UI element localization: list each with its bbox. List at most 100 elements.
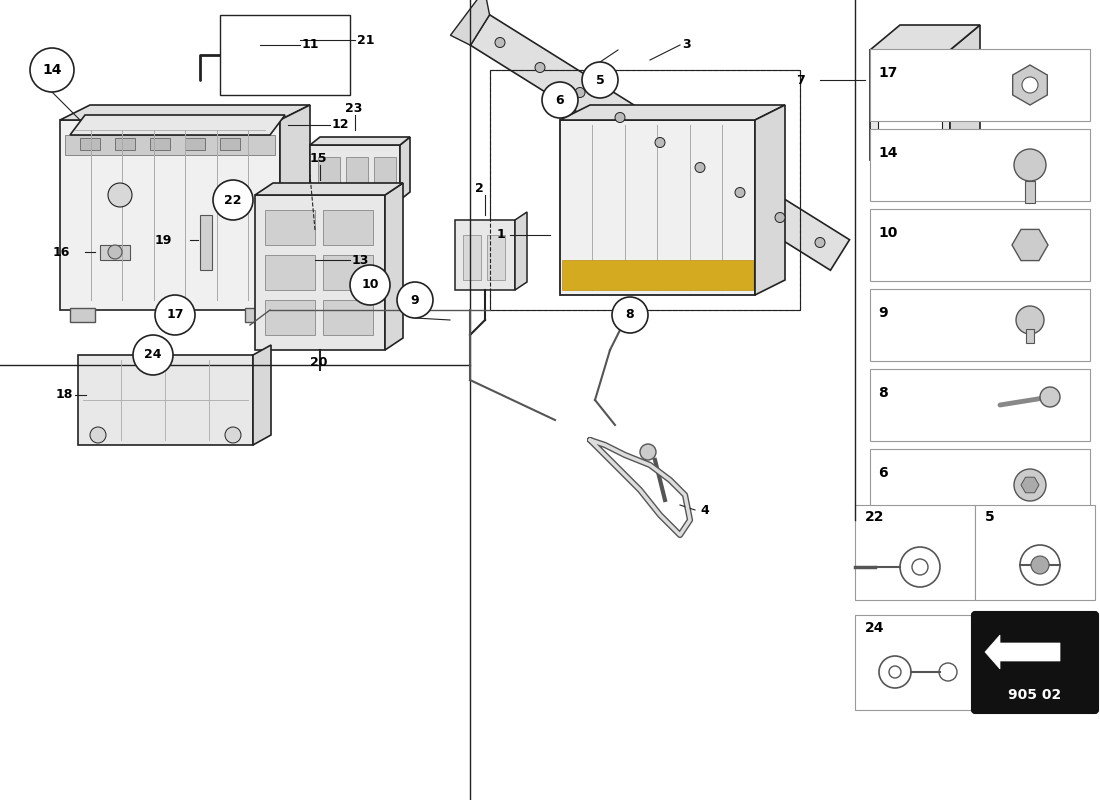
Text: 20: 20 <box>310 355 328 369</box>
Text: 905 02: 905 02 <box>1009 688 1062 702</box>
Text: 9: 9 <box>410 294 419 306</box>
Text: 8: 8 <box>878 386 888 400</box>
Circle shape <box>735 187 745 198</box>
Bar <box>265 255 315 290</box>
Polygon shape <box>310 137 410 145</box>
Bar <box>870 209 1090 281</box>
Bar <box>220 138 240 150</box>
Circle shape <box>815 238 825 247</box>
Bar <box>562 260 754 290</box>
Bar <box>323 210 373 245</box>
Text: 12: 12 <box>332 118 350 131</box>
Circle shape <box>90 427 106 443</box>
Bar <box>1025 181 1035 203</box>
Polygon shape <box>878 65 942 152</box>
Polygon shape <box>471 14 849 270</box>
Polygon shape <box>1013 65 1047 105</box>
Text: 10: 10 <box>361 278 378 291</box>
Text: 5: 5 <box>984 510 994 524</box>
Bar <box>463 235 481 280</box>
Text: 8: 8 <box>626 309 635 322</box>
Polygon shape <box>515 212 527 290</box>
Polygon shape <box>60 120 280 310</box>
Text: 23: 23 <box>345 102 362 114</box>
Text: PARTS: PARTS <box>737 146 983 214</box>
Text: 10: 10 <box>878 226 898 240</box>
Polygon shape <box>400 137 410 200</box>
Bar <box>975 505 1094 600</box>
Bar <box>487 235 505 280</box>
Circle shape <box>1014 469 1046 501</box>
Bar <box>265 300 315 335</box>
Circle shape <box>1014 149 1046 181</box>
Bar <box>323 255 373 290</box>
Circle shape <box>133 335 173 375</box>
Text: 17: 17 <box>878 66 898 80</box>
Circle shape <box>213 180 253 220</box>
Text: a passion for parts since 1985: a passion for parts since 1985 <box>338 329 722 551</box>
Bar <box>323 300 373 335</box>
Bar <box>374 157 396 192</box>
Text: 16: 16 <box>53 246 70 258</box>
Bar <box>200 215 212 270</box>
Bar <box>870 289 1090 361</box>
Polygon shape <box>870 50 950 160</box>
Text: 22: 22 <box>224 194 242 206</box>
Text: 21: 21 <box>358 34 374 46</box>
Text: 4: 4 <box>700 503 708 517</box>
Circle shape <box>108 245 122 259</box>
Bar <box>870 49 1090 121</box>
Bar <box>1026 329 1034 343</box>
Circle shape <box>615 113 625 122</box>
Polygon shape <box>253 345 271 445</box>
Text: 1: 1 <box>496 229 505 242</box>
Polygon shape <box>984 635 1060 669</box>
Polygon shape <box>1021 478 1040 493</box>
Bar <box>855 505 975 600</box>
Text: 15: 15 <box>310 151 328 165</box>
Circle shape <box>30 48 74 92</box>
Polygon shape <box>385 183 403 350</box>
Polygon shape <box>455 220 515 290</box>
Circle shape <box>1031 556 1049 574</box>
Circle shape <box>397 282 433 318</box>
Text: GS: GS <box>734 70 926 190</box>
Bar <box>70 308 95 322</box>
Text: 5: 5 <box>595 74 604 86</box>
Polygon shape <box>560 120 755 295</box>
Text: 13: 13 <box>352 254 370 266</box>
Circle shape <box>1040 387 1060 407</box>
Bar <box>346 157 368 192</box>
Circle shape <box>695 162 705 173</box>
Bar <box>870 449 1090 521</box>
Text: 24: 24 <box>865 621 884 635</box>
Circle shape <box>575 87 585 98</box>
Circle shape <box>582 62 618 98</box>
Text: 9: 9 <box>878 306 888 320</box>
Polygon shape <box>451 0 490 46</box>
Circle shape <box>542 82 578 118</box>
Text: 18: 18 <box>56 389 73 402</box>
Polygon shape <box>255 183 403 195</box>
Circle shape <box>350 265 390 305</box>
Text: 6: 6 <box>556 94 564 106</box>
Polygon shape <box>280 105 310 310</box>
Circle shape <box>535 62 544 73</box>
Polygon shape <box>755 105 785 295</box>
Bar <box>116 138 135 150</box>
Polygon shape <box>950 25 980 160</box>
Polygon shape <box>870 25 980 50</box>
Circle shape <box>654 138 666 147</box>
Text: 2: 2 <box>475 182 484 194</box>
Bar <box>870 369 1090 441</box>
Bar <box>220 15 350 95</box>
Circle shape <box>612 297 648 333</box>
Text: 14: 14 <box>878 146 898 160</box>
Polygon shape <box>255 195 385 350</box>
Bar <box>318 157 340 192</box>
Text: 17: 17 <box>166 309 184 322</box>
Text: 11: 11 <box>302 38 319 51</box>
Bar <box>265 210 315 245</box>
Polygon shape <box>1012 230 1048 261</box>
Circle shape <box>776 213 785 222</box>
